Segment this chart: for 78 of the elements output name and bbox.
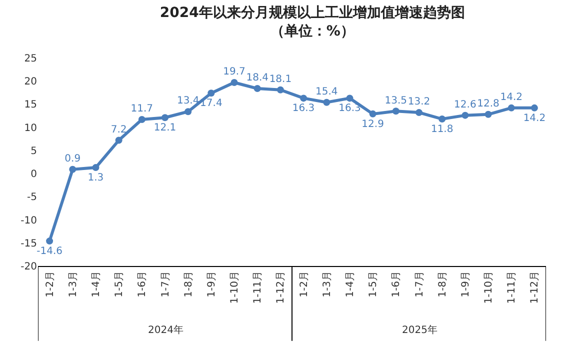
x-tick-label: 1-2月 (44, 271, 56, 298)
point (69, 166, 76, 173)
data-label: -14.6 (36, 246, 62, 257)
x-tick-label: 1-3月 (322, 271, 333, 298)
data-label: 14.2 (500, 92, 522, 104)
point (92, 164, 100, 172)
x-tick-label: 1-9月 (460, 271, 472, 298)
data-label: 13.2 (408, 96, 430, 108)
x-tick-label: 1-6月 (137, 271, 148, 298)
point (346, 94, 354, 102)
data-label: 12.1 (154, 122, 176, 134)
data-label: 7.2 (110, 124, 127, 136)
data-label: 13.4 (176, 96, 200, 107)
x-tick-label: 1-8月 (183, 271, 194, 298)
data-label: 19.7 (223, 66, 246, 78)
x-tick-label: 1-12月 (530, 271, 541, 304)
x-tick-label: 1-10月 (484, 271, 495, 304)
y-tick-label: 10 (24, 122, 37, 134)
x-tick-label: 1-2月 (298, 271, 310, 298)
data-label: 12.8 (477, 98, 500, 110)
point (208, 90, 215, 97)
point (323, 98, 330, 106)
y-tick-label: 5 (30, 146, 37, 157)
y-tick-label: -15 (20, 238, 37, 250)
y-tick-label: -10 (20, 215, 37, 226)
x-tick-label: 1-3月 (68, 271, 79, 298)
x-tick-label: 1-10月 (230, 271, 241, 304)
x-tick-label: 1-11月 (252, 271, 264, 304)
point (300, 94, 308, 102)
chart-subtitle: （单位：%） (270, 23, 354, 40)
point (46, 238, 54, 245)
x-tick-label: 1-8月 (437, 271, 448, 298)
data-label: 16.3 (292, 103, 315, 114)
point (138, 116, 146, 123)
point (508, 104, 515, 112)
point (162, 114, 168, 122)
text: 2024年 (148, 324, 184, 336)
x-tick-label: 1-12月 (276, 271, 287, 304)
point (115, 136, 122, 144)
y-tick-label: 0 (30, 169, 37, 180)
data-label: 15.4 (316, 86, 338, 98)
x-tick-label: 1-7月 (160, 271, 172, 298)
point (230, 79, 238, 86)
point (484, 110, 492, 118)
y-tick-label: 15 (24, 100, 37, 111)
point (369, 110, 376, 118)
data-label: 12.6 (454, 99, 476, 110)
data-label: 1.3 (88, 172, 104, 184)
point (184, 108, 192, 116)
x-tick-label: 1-5月 (368, 271, 380, 298)
x-tick-label: 1-9月 (206, 271, 218, 298)
x-tick-label: 1-7月 (414, 271, 426, 298)
point (276, 86, 284, 94)
x-tick-label: 1-4月 (90, 271, 102, 298)
data-label: 11.8 (430, 124, 454, 135)
data-label: 13.5 (384, 95, 408, 106)
x-tick-label: 1-4月 (344, 271, 356, 298)
y-tick-label: -5 (27, 192, 37, 204)
point (254, 85, 261, 92)
data-label: 18.4 (246, 72, 268, 84)
point (530, 104, 538, 112)
data-label: 12.9 (362, 118, 384, 130)
y-tick-label: -20 (20, 262, 37, 272)
x-tick-label: 1-5月 (114, 271, 126, 298)
point (392, 108, 400, 115)
y-tick-label: 25 (24, 54, 37, 64)
data-label: 14.2 (523, 112, 546, 124)
x-tick-label: 1-11月 (506, 271, 518, 304)
point (438, 116, 446, 123)
y-tick-label: 20 (24, 76, 37, 88)
point (416, 109, 422, 116)
x-tick-label: 1-6月 (391, 271, 402, 298)
data-label: 0.9 (64, 154, 81, 165)
data-label: 11.7 (130, 104, 154, 115)
chart-title: 2024年以来分月规模以上工业增加值增速趋势图 (160, 5, 465, 22)
point (462, 112, 469, 119)
text: 2025年 (402, 324, 438, 336)
data-label: 18.1 (269, 74, 292, 86)
